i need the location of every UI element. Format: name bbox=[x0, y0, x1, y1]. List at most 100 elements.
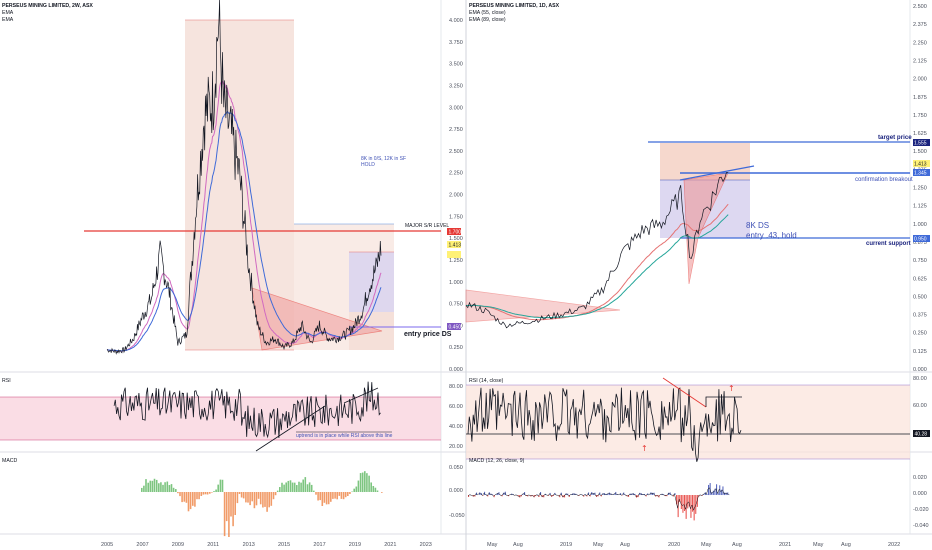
right-macd-bar bbox=[668, 492, 670, 495]
badge-last bbox=[913, 160, 930, 167]
left-macd-bar bbox=[187, 492, 190, 512]
left-rsi-tick: 40.00 bbox=[449, 424, 463, 430]
right-macd-bar bbox=[549, 492, 551, 496]
left-macd-bar bbox=[177, 492, 179, 494]
right-macd-bar bbox=[474, 495, 476, 497]
right-macd-bar bbox=[594, 492, 596, 495]
right-macd-tick: 0.000 bbox=[913, 491, 927, 497]
right-price-tick: 2.000 bbox=[913, 77, 927, 83]
left-macd-bar bbox=[313, 490, 315, 492]
badge-rsi-text: 40.28 bbox=[915, 432, 928, 438]
left-macd-bar bbox=[175, 489, 177, 492]
left-price-tick: 0.000 bbox=[449, 367, 463, 373]
right-macd-bar bbox=[541, 495, 543, 498]
left-macd-bar bbox=[223, 492, 226, 537]
left-macd-bar bbox=[285, 482, 287, 492]
right-macd-bar bbox=[666, 495, 668, 497]
right-macd-bar bbox=[588, 492, 590, 495]
right-macd-bar bbox=[552, 495, 554, 496]
left-macd-bar bbox=[143, 485, 145, 492]
right-macd-bar bbox=[564, 495, 566, 498]
right-macd-bar bbox=[717, 492, 719, 495]
right-time-tick: 2021 bbox=[779, 542, 791, 548]
badge-confirm bbox=[913, 169, 930, 176]
ema-line-pink bbox=[106, 80, 382, 352]
right-time-tick: Aug bbox=[513, 542, 523, 548]
left-macd-bar bbox=[308, 482, 311, 493]
right-price-tick: 0.250 bbox=[913, 331, 927, 337]
left-macd-bar bbox=[200, 492, 203, 496]
left-macd-bar bbox=[155, 479, 158, 493]
left-macd-bar bbox=[283, 484, 285, 493]
left-macd-bar bbox=[291, 482, 294, 492]
right-time-tick: Aug bbox=[841, 542, 851, 548]
left-macd-bar bbox=[264, 492, 266, 507]
left-macd-bar bbox=[300, 482, 302, 493]
right-time-tick: 2020 bbox=[668, 542, 680, 548]
left-time-tick: 2017 bbox=[313, 542, 325, 548]
left-macd-bar bbox=[238, 492, 241, 494]
right-macd-bar bbox=[692, 495, 694, 512]
left-price-tick: 3.250 bbox=[449, 83, 463, 89]
right-time-tick: May bbox=[487, 542, 498, 548]
left-price-tick: 1.250 bbox=[449, 258, 463, 264]
target-box bbox=[349, 252, 394, 312]
right-macd-tick: -0.020 bbox=[913, 507, 929, 513]
left-macd-bar bbox=[304, 477, 307, 492]
left-macd-bar bbox=[381, 492, 383, 493]
left-macd-bar bbox=[206, 492, 209, 495]
left-time-tick: 2013 bbox=[243, 542, 255, 548]
right-time-tick: May bbox=[813, 542, 824, 548]
left-macd-bar bbox=[213, 491, 215, 493]
right-macd-line bbox=[467, 487, 729, 511]
left-macd-bar bbox=[234, 492, 236, 515]
right-macd-title: MACD (12, 26, close, 9) bbox=[469, 458, 525, 464]
right-macd-bar bbox=[680, 495, 682, 509]
left-macd-bar bbox=[151, 480, 154, 493]
right-price-tick: 2.125 bbox=[913, 58, 927, 64]
badge-rsi bbox=[913, 430, 930, 437]
left-macd-bar bbox=[357, 480, 360, 492]
left-macd-bar bbox=[251, 492, 253, 502]
left-price-tick: 0.250 bbox=[449, 345, 463, 351]
left-price-tick: 3.750 bbox=[449, 40, 463, 46]
right-chart: target price confirmation breakout curre… bbox=[465, 3, 930, 548]
left-macd-bar bbox=[162, 484, 164, 493]
left-macd-bar bbox=[145, 479, 147, 493]
right-price-tick: 1.500 bbox=[913, 149, 927, 155]
badge-target-text: 1.555 bbox=[914, 141, 927, 147]
target-zone bbox=[660, 143, 750, 180]
left-macd-bar bbox=[293, 482, 296, 493]
left-macd-bar bbox=[257, 492, 260, 499]
left-macd-bar bbox=[160, 482, 162, 492]
left-time-tick: 2011 bbox=[207, 542, 219, 548]
right-price-tick: 0.875 bbox=[913, 240, 927, 246]
right-price-tick: 0.375 bbox=[913, 313, 927, 319]
right-time-tick: May bbox=[701, 542, 712, 548]
left-time-tick: 2023 bbox=[420, 542, 432, 548]
right-price-tick: 0.500 bbox=[913, 294, 927, 300]
right-macd-bar bbox=[628, 495, 630, 497]
left-macd-bar bbox=[196, 492, 198, 500]
left-macd-bar bbox=[368, 475, 370, 492]
left-macd-bar bbox=[255, 492, 258, 506]
left-macd-bar bbox=[325, 492, 328, 505]
left-macd-bar bbox=[236, 492, 239, 504]
right-rsi-downtrend bbox=[662, 377, 707, 408]
right-ema2-label: EMA (89, close) bbox=[469, 17, 506, 23]
left-macd-bar bbox=[364, 471, 366, 492]
badge-price-text: 1.413 bbox=[449, 243, 462, 249]
left-price-tick: 4.000 bbox=[449, 18, 463, 24]
left-macd-bar bbox=[366, 473, 368, 492]
badge-target bbox=[913, 139, 930, 146]
right-ema-89 bbox=[465, 214, 729, 319]
right-macd-bar bbox=[524, 492, 526, 495]
left-time-tick: 2021 bbox=[384, 542, 396, 548]
left-macd-bar bbox=[147, 482, 149, 493]
right-price-tick: 2.375 bbox=[913, 22, 927, 28]
price-line bbox=[106, 0, 382, 355]
left-macd-bar bbox=[158, 483, 160, 493]
right-macd-bar bbox=[725, 492, 727, 496]
right-price-tick: 1.750 bbox=[913, 113, 927, 119]
